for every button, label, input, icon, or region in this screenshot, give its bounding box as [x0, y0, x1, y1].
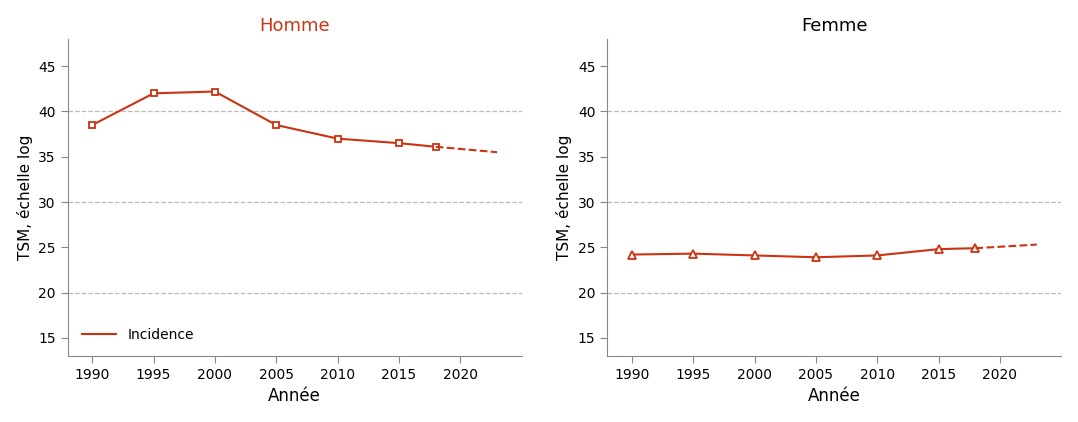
X-axis label: Année: Année: [268, 387, 321, 406]
Y-axis label: TSM, échelle log: TSM, échelle log: [556, 135, 572, 260]
Title: Femme: Femme: [801, 16, 868, 35]
Title: Homme: Homme: [260, 16, 330, 35]
Y-axis label: TSM, échelle log: TSM, échelle log: [16, 135, 32, 260]
Legend: Incidence: Incidence: [74, 321, 201, 349]
X-axis label: Année: Année: [807, 387, 860, 406]
